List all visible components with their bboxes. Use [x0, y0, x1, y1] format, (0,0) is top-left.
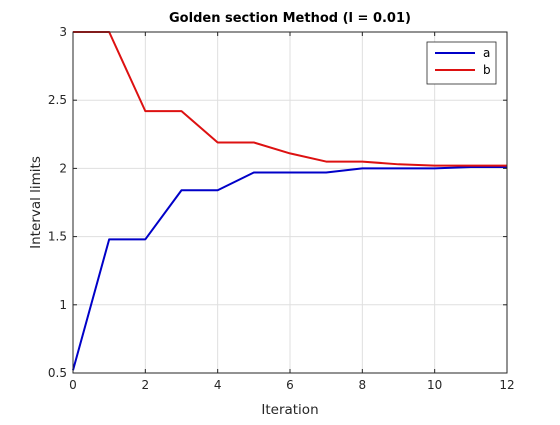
x-tick-label: 8	[359, 378, 367, 392]
y-tick-label: 3	[59, 25, 67, 39]
series-line-a	[72, 166, 507, 371]
y-tick-label: 2	[59, 161, 67, 175]
x-tick-label: 2	[142, 378, 150, 392]
y-tick-label: 2.5	[48, 93, 67, 107]
y-tick-label: 1.5	[48, 230, 67, 244]
y-axis-label: Interval limits	[28, 156, 44, 249]
x-tick-label: 0	[69, 378, 77, 392]
legend-label-a: a	[483, 46, 490, 60]
legend-label-b: b	[483, 63, 491, 77]
x-tick-label: 6	[286, 378, 294, 392]
x-tick-label: 12	[499, 378, 514, 392]
chart-title: Golden section Method (l = 0.01)	[169, 11, 411, 26]
x-axis-label: Iteration	[261, 402, 318, 418]
y-tick-label: 0.5	[48, 366, 67, 380]
x-tick-label: 4	[214, 378, 222, 392]
axis-ticks: 0 2 4 6 8 10 12 0.5 1 1.5 2 2.5 3	[48, 25, 515, 392]
legend-box	[426, 41, 497, 85]
series-line-b	[73, 31, 507, 167]
legend: ab	[426, 41, 497, 85]
x-tick-label: 10	[427, 378, 442, 392]
series-lines	[72, 31, 507, 371]
y-tick-label: 1	[59, 298, 67, 312]
